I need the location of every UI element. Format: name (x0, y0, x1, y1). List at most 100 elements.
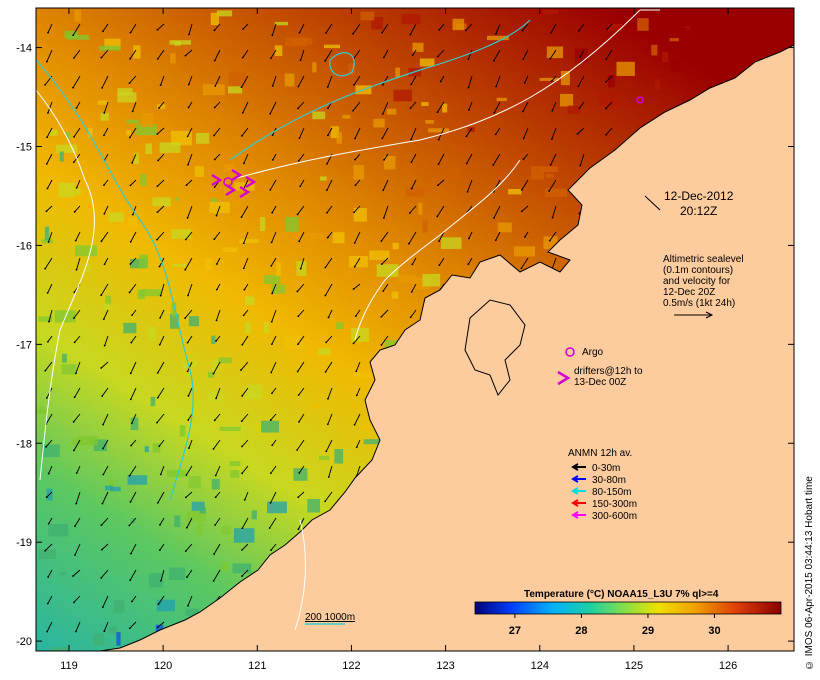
velocity-arrowhead-icon (299, 185, 302, 188)
velocity-arrow-icon (355, 309, 361, 317)
velocity-arrowhead-icon (72, 575, 75, 577)
sst-patch (233, 528, 255, 543)
velocity-arrowhead-icon (353, 242, 356, 244)
velocity-arrowhead-icon (326, 423, 329, 426)
sst-patch (497, 222, 512, 233)
sst-patch (41, 444, 60, 458)
velocity-arrow-icon (48, 465, 53, 474)
velocity-arrow-icon (160, 465, 165, 475)
velocity-arrow-icon (381, 231, 389, 242)
velocity-arrow-icon (438, 231, 445, 242)
sst-patch (171, 229, 192, 240)
velocity-arrowhead-icon (408, 242, 410, 245)
velocity-arrowhead-icon (158, 445, 161, 448)
velocity-arrow-icon (101, 543, 109, 551)
velocity-arrowhead-icon (326, 162, 328, 165)
velocity-arrow-icon (216, 309, 221, 321)
velocity-arrowhead-icon (241, 549, 243, 551)
velocity-arrowhead-icon (129, 398, 132, 401)
velocity-arrowhead-icon (605, 80, 607, 83)
velocity-arrowhead-icon (156, 501, 159, 504)
sst-patch (116, 632, 121, 646)
velocity-arrowhead-icon (467, 263, 470, 266)
velocity-arrow-icon (74, 335, 81, 343)
velocity-arrow-icon (272, 75, 277, 86)
velocity-arrow-icon (185, 491, 193, 498)
velocity-arrowhead-icon (73, 291, 76, 294)
velocity-arrowhead-icon (44, 267, 47, 270)
sst-patch (607, 23, 623, 31)
velocity-arrow-icon (74, 205, 81, 213)
lat-tick-label: -15 (16, 141, 32, 153)
velocity-arrow-icon (269, 517, 277, 529)
velocity-arrowhead-icon (73, 396, 76, 399)
sst-patch (133, 45, 141, 59)
velocity-arrow-icon (354, 257, 361, 267)
velocity-arrow-icon (213, 361, 221, 374)
velocity-arrow-icon (186, 517, 193, 528)
velocity-arrowhead-icon (605, 58, 608, 61)
velocity-arrow-icon (47, 101, 53, 114)
velocity-arrow-icon (410, 101, 417, 109)
credit-text: © IMOS 06-Apr-2015 03:44:13 Hobart time (804, 476, 815, 670)
sst-patch (171, 302, 177, 317)
sst-patch (263, 322, 270, 334)
velocity-arrowhead-icon (550, 138, 553, 140)
velocity-arrowhead-icon (213, 553, 215, 556)
velocity-arrowhead-icon (100, 548, 103, 551)
velocity-arrowhead-icon (354, 137, 356, 140)
colorbar-title: Temperature (°C) NOAA15_L3U 7% ql>=4 (524, 589, 719, 600)
lat-tick-label: -14 (16, 43, 32, 55)
sst-patch (336, 132, 342, 144)
sst-patch (271, 284, 286, 294)
lat-tick-label: -20 (16, 636, 32, 648)
sst-patch (157, 104, 166, 109)
velocity-arrowhead-icon (100, 240, 103, 243)
velocity-arrow-icon (522, 49, 529, 60)
sst-patch (221, 562, 229, 572)
velocity-arrow-icon (215, 491, 221, 498)
velocity-arrow-icon (325, 335, 333, 343)
sst-patch (386, 108, 397, 115)
sst-patch (560, 93, 574, 107)
velocity-arrow-icon (412, 49, 417, 56)
velocity-arrow-icon (160, 569, 165, 581)
sst-patch (239, 239, 259, 244)
sst-patch (179, 425, 186, 437)
sst-patch (251, 510, 257, 520)
sst-patch (38, 316, 53, 322)
velocity-arrow-icon (243, 257, 249, 269)
velocity-arrow-icon (269, 101, 277, 114)
axis-ticks: 119 120 121 122 123 124 125 126 -14 -15 -16 -17 -18 -… (16, 8, 794, 672)
velocity-arrow-icon (605, 75, 613, 83)
velocity-arrowhead-icon (130, 552, 132, 555)
sst-patch (373, 118, 385, 128)
velocity-arrowhead-icon (45, 496, 48, 499)
velocity-arrowhead-icon (577, 85, 580, 88)
argo-label: Argo (582, 347, 604, 358)
velocity-arrow-icon (101, 569, 109, 579)
velocity-arrow-icon (186, 569, 193, 578)
map-area (36, 8, 794, 651)
velocity-arrowhead-icon (241, 395, 244, 397)
velocity-arrow-icon (297, 205, 305, 215)
velocity-arrow-icon (47, 595, 53, 604)
velocity-arrow-icon (354, 231, 361, 244)
velocity-arrowhead-icon (298, 240, 301, 243)
sst-patch (105, 295, 112, 305)
sst-patch (323, 44, 340, 49)
sst-patch (393, 89, 413, 102)
velocity-arrow-icon (241, 439, 249, 447)
velocity-arrow-icon (157, 153, 165, 161)
velocity-arrow-icon (410, 75, 417, 85)
velocity-arrow-icon (74, 543, 81, 556)
velocity-arrowhead-icon (355, 370, 358, 373)
velocity-arrow-icon (327, 387, 333, 399)
sst-patch (216, 10, 233, 17)
velocity-arrow-icon (104, 257, 109, 265)
velocity-arrow-icon (524, 75, 529, 84)
velocity-arrowhead-icon (128, 474, 131, 477)
velocity-arrowhead-icon (187, 106, 190, 109)
velocity-arrow-icon (243, 153, 249, 164)
velocity-arrow-icon (159, 517, 165, 526)
